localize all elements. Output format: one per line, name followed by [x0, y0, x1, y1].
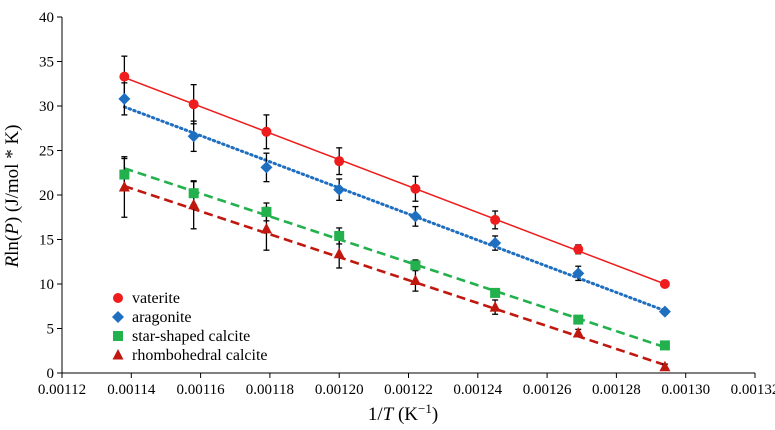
legend-item: star-shaped calcite — [113, 328, 250, 345]
x-tick-label: 0.00114 — [107, 382, 156, 398]
y-tick-label: 10 — [39, 277, 54, 293]
x-tick-label: 0.00112 — [38, 382, 86, 398]
legend-item: aragonite — [112, 309, 192, 326]
data-point-vaterite — [188, 99, 199, 110]
y-tick-label: 40 — [39, 10, 54, 26]
fit-line-rhombohedral-calcite — [123, 184, 666, 367]
x-tick-label: 0.00124 — [453, 382, 502, 398]
data-point-rhombohedral-calcite — [659, 360, 671, 372]
data-point-star-shaped-calcite — [261, 206, 272, 217]
data-point-rhombohedral-calcite — [260, 222, 272, 234]
legend-marker — [113, 331, 123, 341]
y-tick-label: 15 — [39, 233, 54, 249]
y-axis-label: Rln(P) (J/mol * K) — [2, 124, 23, 268]
data-point-star-shaped-calcite — [410, 260, 421, 271]
x-tick-label: 0.00116 — [176, 382, 225, 398]
data-point-aragonite — [489, 237, 502, 250]
data-point-vaterite — [119, 71, 130, 82]
legend-item: rhombohedral calcite — [112, 347, 268, 364]
legend-item: vaterite — [113, 290, 180, 307]
x-axis-label: 1/T (K−1) — [368, 401, 438, 426]
fit-lines — [122, 76, 667, 367]
legend-marker — [112, 349, 124, 360]
data-point-rhombohedral-calcite — [572, 326, 584, 338]
data-point-rhombohedral-calcite — [489, 301, 501, 312]
x-axis-ticks: 0.00112 0.00114 0.00116 0.00118 0.00120 0.001… — [38, 373, 775, 398]
x-tick-label: 0.00126 — [523, 382, 572, 398]
y-tick-label: 5 — [47, 322, 55, 338]
data-point-star-shaped-calcite — [490, 287, 501, 298]
data-point-aragonite — [260, 161, 273, 174]
y-tick-label: 25 — [39, 144, 54, 160]
y-tick-label: 0 — [47, 366, 55, 382]
data-point-star-shaped-calcite — [334, 230, 345, 241]
data-point-rhombohedral-calcite — [333, 247, 345, 259]
data-point-aragonite — [333, 183, 346, 196]
data-point-rhombohedral-calcite — [118, 180, 130, 192]
y-axis-ticks: 0 5 10 15 20 25 30 35 40 — [39, 10, 62, 382]
data-point-aragonite — [118, 92, 131, 105]
data-point-vaterite — [490, 214, 501, 225]
data-point-aragonite — [187, 130, 200, 143]
fit-line-vaterite — [124, 76, 666, 285]
data-point-vaterite — [410, 183, 421, 194]
y-tick-label: 35 — [39, 55, 54, 71]
y-tick-label: 30 — [39, 99, 54, 115]
data-point-rhombohedral-calcite — [188, 198, 200, 210]
data-point-star-shaped-calcite — [119, 169, 130, 180]
legend-label: rhombohedral calcite — [132, 347, 268, 364]
legend: vaterite aragonite star-shaped calcite rhom… — [112, 290, 268, 364]
data-point-vaterite — [659, 279, 670, 289]
x-tick-label: 0.00132 — [731, 382, 775, 398]
error-bars — [121, 55, 668, 371]
fit-line-star-shaped-calcite — [123, 167, 666, 349]
data-point-aragonite — [572, 267, 585, 280]
data-point-aragonite — [409, 210, 422, 223]
y-tick-label: 20 — [39, 188, 54, 204]
data-point-rhombohedral-calcite — [409, 274, 421, 285]
legend-label: aragonite — [132, 309, 192, 326]
legend-marker — [113, 293, 123, 303]
legend-marker — [112, 311, 124, 323]
legend-label: vaterite — [132, 290, 180, 307]
x-tick-label: 0.00118 — [246, 382, 294, 398]
data-points — [118, 71, 671, 372]
data-point-vaterite — [334, 156, 345, 167]
data-point-vaterite — [261, 126, 272, 137]
x-tick-label: 0.00130 — [661, 382, 710, 398]
data-point-star-shaped-calcite — [188, 188, 199, 199]
data-point-aragonite — [658, 305, 671, 318]
legend-label: star-shaped calcite — [132, 328, 250, 345]
data-point-star-shaped-calcite — [573, 314, 584, 325]
x-tick-label: 0.00122 — [384, 382, 433, 398]
x-tick-label: 0.00128 — [592, 382, 641, 398]
x-tick-label: 0.00120 — [315, 382, 364, 398]
fit-line-aragonite — [122, 105, 667, 313]
data-point-star-shaped-calcite — [659, 340, 670, 351]
data-point-vaterite — [573, 244, 584, 255]
